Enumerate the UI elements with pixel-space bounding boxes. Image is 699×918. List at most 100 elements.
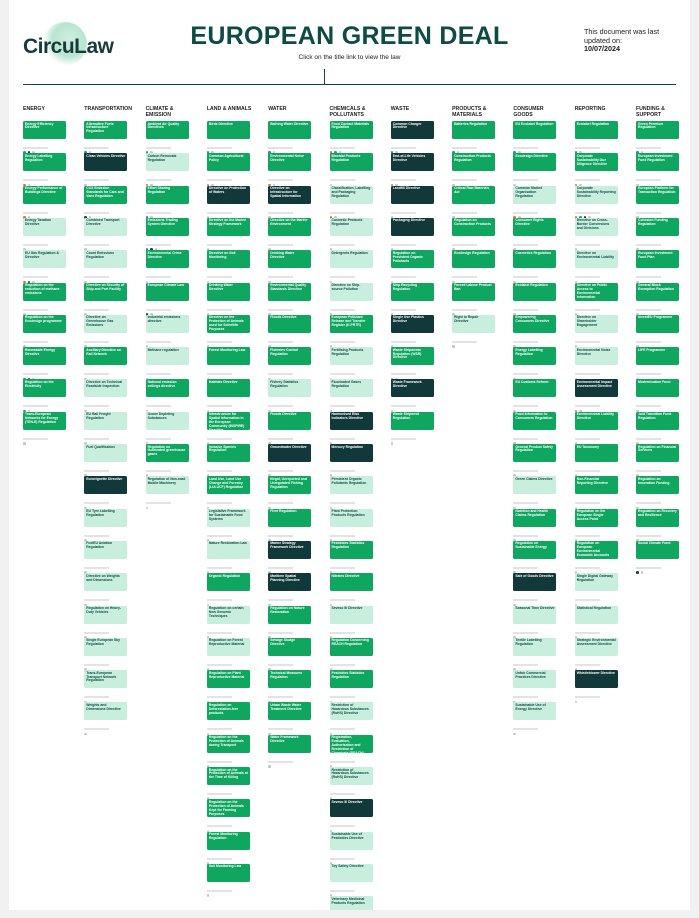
law-title-link[interactable]: Restriction of Hazardous Substances (RoH…: [331, 702, 369, 715]
law-card[interactable]: Corporate Sustainability Reporting Direc…: [574, 185, 618, 204]
law-title-link[interactable]: End-of-Life Vehicles Directive: [392, 153, 426, 162]
law-title-link[interactable]: Sewage Sludge Directive: [270, 638, 296, 647]
law-title-link[interactable]: Weights and Dimensions Directive: [86, 702, 121, 711]
law-card[interactable]: Bathing Water Directive: [268, 121, 312, 139]
law-title-link[interactable]: Environmental Noise Directive: [576, 347, 611, 356]
law-card[interactable]: Common Market Organisation Regulation: [513, 185, 557, 204]
law-title-link[interactable]: Sustainable Use of Energy Directive: [515, 702, 546, 711]
law-title-link[interactable]: Batteries Regulation: [454, 121, 488, 126]
circulaw-logo[interactable]: CircuLaw: [23, 22, 133, 72]
law-card[interactable]: Regulation on Forest Reproductive Materi…: [206, 637, 250, 656]
law-card[interactable]: Directive on Soil Monitoring: [206, 250, 250, 269]
law-title-link[interactable]: Regulation on the Electricity: [25, 379, 54, 388]
law-title-link[interactable]: Common Agricultural Policy: [208, 153, 244, 162]
law-card[interactable]: Organic Regulation: [206, 573, 250, 592]
law-title-link[interactable]: Pesticides Statistics Regulation: [331, 670, 365, 679]
law-title-link[interactable]: LIFE Programme: [638, 347, 666, 352]
law-card[interactable]: European Platform for Transaction Regula…: [636, 185, 679, 204]
law-title-link[interactable]: Registration, Evaluation, Authorisation …: [331, 735, 364, 752]
law-title-link[interactable]: Ship Recycling Regulation: [392, 283, 418, 291]
law-title-link[interactable]: Toy Safety Directive: [331, 864, 364, 869]
law-title-link[interactable]: Environmental Quality Standards Directiv…: [270, 283, 307, 291]
law-card[interactable]: Registration, Evaluation, Authorisation …: [329, 734, 373, 753]
law-card[interactable]: Eurovignette Directive: [84, 476, 128, 495]
law-title-link[interactable]: Ecodesign Regulation: [454, 250, 490, 255]
law-title-link[interactable]: Land Use, Land Use Change and Forestry (…: [208, 476, 244, 489]
law-title-link[interactable]: Common Market Organisation Regulation: [515, 186, 542, 198]
law-title-link[interactable]: Regulation of Non-road Mobile Machinery: [147, 476, 186, 485]
law-title-link[interactable]: Modernisation Fund: [638, 379, 671, 384]
law-card[interactable]: Regulation on the Electricity: [23, 379, 66, 398]
law-card[interactable]: Legislative Framework for Sustainable Fo…: [206, 508, 250, 527]
law-title-link[interactable]: Fleet Regulation: [270, 509, 297, 514]
law-title-link[interactable]: Directive on Security of Ship and Port F…: [86, 283, 125, 291]
law-title-link[interactable]: European Platform for Transaction Regula…: [638, 186, 676, 194]
law-title-link[interactable]: Whistleblower Directive: [576, 670, 615, 675]
law-title-link[interactable]: Infrastructure for Spatial Information i…: [208, 412, 245, 429]
law-card[interactable]: InvestEU Programme: [636, 314, 679, 333]
law-card[interactable]: Detergents Regulation: [329, 250, 373, 269]
law-card[interactable]: Drinking Water Directive: [268, 250, 312, 269]
law-card[interactable]: Trans-European Networks for Energy (TEN-…: [23, 411, 66, 430]
law-title-link[interactable]: Regulation on the European Single Access…: [576, 509, 606, 521]
law-title-link[interactable]: Combined Transport Directive: [86, 218, 120, 227]
law-title-link[interactable]: Regulation on Plant Reproductive Materia…: [208, 670, 245, 679]
law-card[interactable]: Classification, Labelling and Packaging …: [329, 185, 373, 204]
law-card[interactable]: Regulation on Persistent Organic Polluta…: [390, 250, 434, 269]
law-card[interactable]: Non-Financial Reporting Directive: [574, 476, 618, 495]
law-card[interactable]: Maritime Spatial Planning Directive: [268, 573, 312, 592]
law-title-link[interactable]: Regulation on the Ecodesign programme: [25, 315, 62, 324]
law-title-link[interactable]: Groundwater Directive: [270, 444, 307, 449]
law-title-link[interactable]: Directive on Technical Roadside Inspecti…: [86, 379, 123, 388]
law-card[interactable]: Regulation on Plant Reproductive Materia…: [206, 670, 250, 689]
law-title-link[interactable]: EU Customs Reform: [515, 379, 549, 384]
law-title-link[interactable]: Regulation on fluorinated greenhouse gas…: [147, 444, 186, 457]
law-title-link[interactable]: Fisheries Control Regulation: [270, 347, 299, 356]
law-card[interactable]: EU Taxonomy: [574, 444, 618, 462]
law-card[interactable]: Corporate Sustainability Due Diligence D…: [574, 153, 618, 172]
law-card[interactable]: Forest Monitoring Regulation: [206, 831, 250, 850]
law-title-link[interactable]: Invasive Species Regulation: [208, 444, 237, 453]
law-card[interactable]: Cohesion Funding Regulation: [636, 217, 679, 236]
law-title-link[interactable]: InvestEU Programme: [638, 315, 673, 320]
law-card[interactable]: Infrastructure for Spatial Information i…: [206, 411, 250, 430]
law-title-link[interactable]: Unfair Commercial Practices Directive: [515, 670, 546, 679]
law-title-link[interactable]: Ancillary Directive on Rail Network: [86, 347, 121, 356]
law-card[interactable]: Energy Labelling Regulation: [513, 347, 557, 366]
law-title-link[interactable]: Bathing Water Directive: [270, 121, 309, 126]
law-title-link[interactable]: Environmental Liability Directive: [576, 412, 614, 421]
law-card[interactable]: Just Transition Fund Regulation: [636, 411, 679, 430]
law-card[interactable]: European Investment Fund Regulation: [636, 153, 679, 172]
law-card[interactable]: Directive on the Marine Environment: [268, 217, 312, 236]
law-card[interactable]: Ambient Air Quality Directives: [145, 121, 189, 139]
law-card[interactable]: Social Climate Fund: [636, 540, 679, 559]
law-title-link[interactable]: Seasonal Time Directive: [515, 606, 555, 610]
law-card[interactable]: Ecodesign Regulation: [452, 250, 496, 269]
law-title-link[interactable]: Floods Directive: [270, 412, 297, 417]
law-card[interactable]: Floods Directive: [268, 411, 312, 430]
law-card[interactable]: Regulation on the European Single Access…: [574, 508, 618, 527]
law-card[interactable]: EU Tyre Labelling Regulation: [84, 508, 128, 527]
law-card[interactable]: Regulation on Recovery and Resilience: [636, 508, 679, 527]
law-card[interactable]: Illegal, Unreported and Unregulated Fish…: [268, 476, 312, 495]
law-card[interactable]: Forced Labour Product Ban: [452, 282, 496, 301]
law-card[interactable]: European Pollutant Release and Transfer …: [329, 314, 373, 333]
law-title-link[interactable]: FuelEU Aviation Regulation: [86, 541, 113, 550]
law-title-link[interactable]: Regulation on Heavy-Duty Vehicles: [86, 606, 121, 614]
law-title-link[interactable]: Food Information to Consumers Regulation: [515, 412, 553, 421]
law-card[interactable]: Sustainable Use of Pesticides Directive: [329, 831, 373, 850]
law-card[interactable]: Birds Directive: [206, 121, 250, 139]
law-title-link[interactable]: Sale of Goods Directive: [515, 573, 554, 578]
law-title-link[interactable]: Statistical Regulation: [576, 606, 612, 610]
law-title-link[interactable]: Seveso III Directive: [331, 799, 363, 804]
law-title-link[interactable]: Legislative Framework for Sustainable Fo…: [208, 509, 246, 521]
law-title-link[interactable]: Forest Monitoring Law: [208, 347, 246, 352]
law-card[interactable]: Invasive Species Regulation: [206, 444, 250, 462]
law-card[interactable]: Restriction of Hazardous Substances (RoH…: [329, 702, 373, 721]
law-card[interactable]: Ozone Depleting Substances: [145, 411, 189, 430]
law-title-link[interactable]: Regulation on the reduction of methane e…: [25, 283, 60, 295]
law-card[interactable]: Food Information to Consumers Regulation: [513, 411, 557, 430]
law-title-link[interactable]: Right to Repair Directive: [454, 315, 479, 324]
law-title-link[interactable]: Nutrition and Health Claims Regulation: [515, 509, 548, 517]
law-title-link[interactable]: Directive on Public Access to Environmen…: [576, 283, 608, 299]
